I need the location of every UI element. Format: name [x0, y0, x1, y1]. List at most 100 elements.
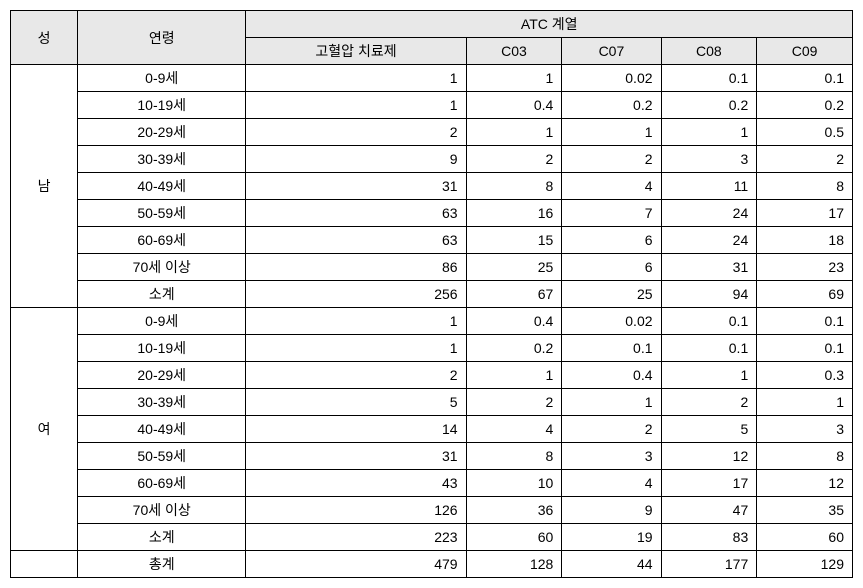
data-cell: 8 [466, 443, 562, 470]
total-label-cell: 총계 [78, 551, 246, 578]
data-cell: 35 [757, 497, 853, 524]
gender-cell: 남 [11, 65, 78, 308]
data-cell: 24 [661, 227, 757, 254]
data-cell: 177 [661, 551, 757, 578]
data-cell: 0.4 [466, 92, 562, 119]
data-cell: 3 [562, 443, 661, 470]
table-row: 10-19세10.40.20.20.2 [11, 92, 853, 119]
data-cell: 25 [466, 254, 562, 281]
table-row: 60-69세431041712 [11, 470, 853, 497]
data-cell: 16 [466, 200, 562, 227]
data-cell: 31 [246, 443, 466, 470]
table-row: 60-69세631562418 [11, 227, 853, 254]
data-cell: 0.2 [466, 335, 562, 362]
age-cell: 70세 이상 [78, 254, 246, 281]
data-cell: 4 [562, 173, 661, 200]
header-col-3: C08 [661, 38, 757, 65]
data-cell: 47 [661, 497, 757, 524]
data-cell: 0.4 [562, 362, 661, 389]
table-body: 남0-9세110.020.10.110-19세10.40.20.20.220-2… [11, 65, 853, 578]
table-row: 20-29세21110.5 [11, 119, 853, 146]
data-cell: 3 [757, 416, 853, 443]
data-cell: 2 [562, 146, 661, 173]
age-cell: 소계 [78, 524, 246, 551]
data-cell: 126 [246, 497, 466, 524]
age-cell: 60-69세 [78, 470, 246, 497]
data-cell: 44 [562, 551, 661, 578]
header-col-2: C07 [562, 38, 661, 65]
data-cell: 36 [466, 497, 562, 524]
table-row: 30-39세52121 [11, 389, 853, 416]
data-cell: 5 [661, 416, 757, 443]
data-cell: 6 [562, 227, 661, 254]
data-cell: 2 [246, 362, 466, 389]
data-cell: 1 [661, 119, 757, 146]
data-cell: 256 [246, 281, 466, 308]
data-cell: 17 [757, 200, 853, 227]
data-cell: 17 [661, 470, 757, 497]
data-cell: 0.4 [466, 308, 562, 335]
data-cell: 31 [246, 173, 466, 200]
data-cell: 10 [466, 470, 562, 497]
data-cell: 0.1 [661, 65, 757, 92]
table-row: 40-49세144253 [11, 416, 853, 443]
data-cell: 23 [757, 254, 853, 281]
data-cell: 8 [466, 173, 562, 200]
data-cell: 8 [757, 443, 853, 470]
data-cell: 86 [246, 254, 466, 281]
data-cell: 12 [661, 443, 757, 470]
table-row: 남0-9세110.020.10.1 [11, 65, 853, 92]
data-cell: 18 [757, 227, 853, 254]
data-cell: 43 [246, 470, 466, 497]
data-cell: 223 [246, 524, 466, 551]
age-cell: 40-49세 [78, 416, 246, 443]
data-cell: 9 [562, 497, 661, 524]
data-cell: 3 [661, 146, 757, 173]
data-cell: 8 [757, 173, 853, 200]
data-cell: 63 [246, 200, 466, 227]
data-cell: 2 [661, 389, 757, 416]
data-cell: 2 [466, 146, 562, 173]
header-col-0: 고혈압 치료제 [246, 38, 466, 65]
age-cell: 소계 [78, 281, 246, 308]
table-row: 50-59세631672417 [11, 200, 853, 227]
data-cell: 0.2 [757, 92, 853, 119]
age-cell: 20-29세 [78, 362, 246, 389]
data-cell: 69 [757, 281, 853, 308]
table-row: 소계22360198360 [11, 524, 853, 551]
age-cell: 0-9세 [78, 308, 246, 335]
data-cell: 1 [466, 65, 562, 92]
age-cell: 50-59세 [78, 200, 246, 227]
data-cell: 14 [246, 416, 466, 443]
data-cell: 4 [562, 470, 661, 497]
age-cell: 0-9세 [78, 65, 246, 92]
table-row: 40-49세3184118 [11, 173, 853, 200]
header-gender: 성 [11, 11, 78, 65]
data-cell: 0.2 [661, 92, 757, 119]
data-cell: 1 [246, 335, 466, 362]
data-cell: 1 [246, 92, 466, 119]
data-cell: 0.1 [661, 308, 757, 335]
data-cell: 0.5 [757, 119, 853, 146]
atc-data-table: 성 연령 ATC 계열 고혈압 치료제 C03 C07 C08 C09 남0-9… [10, 10, 853, 578]
data-cell: 11 [661, 173, 757, 200]
data-cell: 129 [757, 551, 853, 578]
data-cell: 0.2 [562, 92, 661, 119]
data-cell: 0.1 [757, 308, 853, 335]
table-row: 70세 이상1263694735 [11, 497, 853, 524]
data-cell: 128 [466, 551, 562, 578]
data-cell: 2 [562, 416, 661, 443]
data-cell: 1 [562, 119, 661, 146]
header-age: 연령 [78, 11, 246, 65]
table-row: 50-59세3183128 [11, 443, 853, 470]
data-cell: 2 [246, 119, 466, 146]
table-row: 20-29세210.410.3 [11, 362, 853, 389]
data-cell: 7 [562, 200, 661, 227]
header-col-1: C03 [466, 38, 562, 65]
age-cell: 30-39세 [78, 389, 246, 416]
data-cell: 9 [246, 146, 466, 173]
data-cell: 0.02 [562, 308, 661, 335]
table-row: 30-39세92232 [11, 146, 853, 173]
data-cell: 15 [466, 227, 562, 254]
total-row: 총계47912844177129 [11, 551, 853, 578]
